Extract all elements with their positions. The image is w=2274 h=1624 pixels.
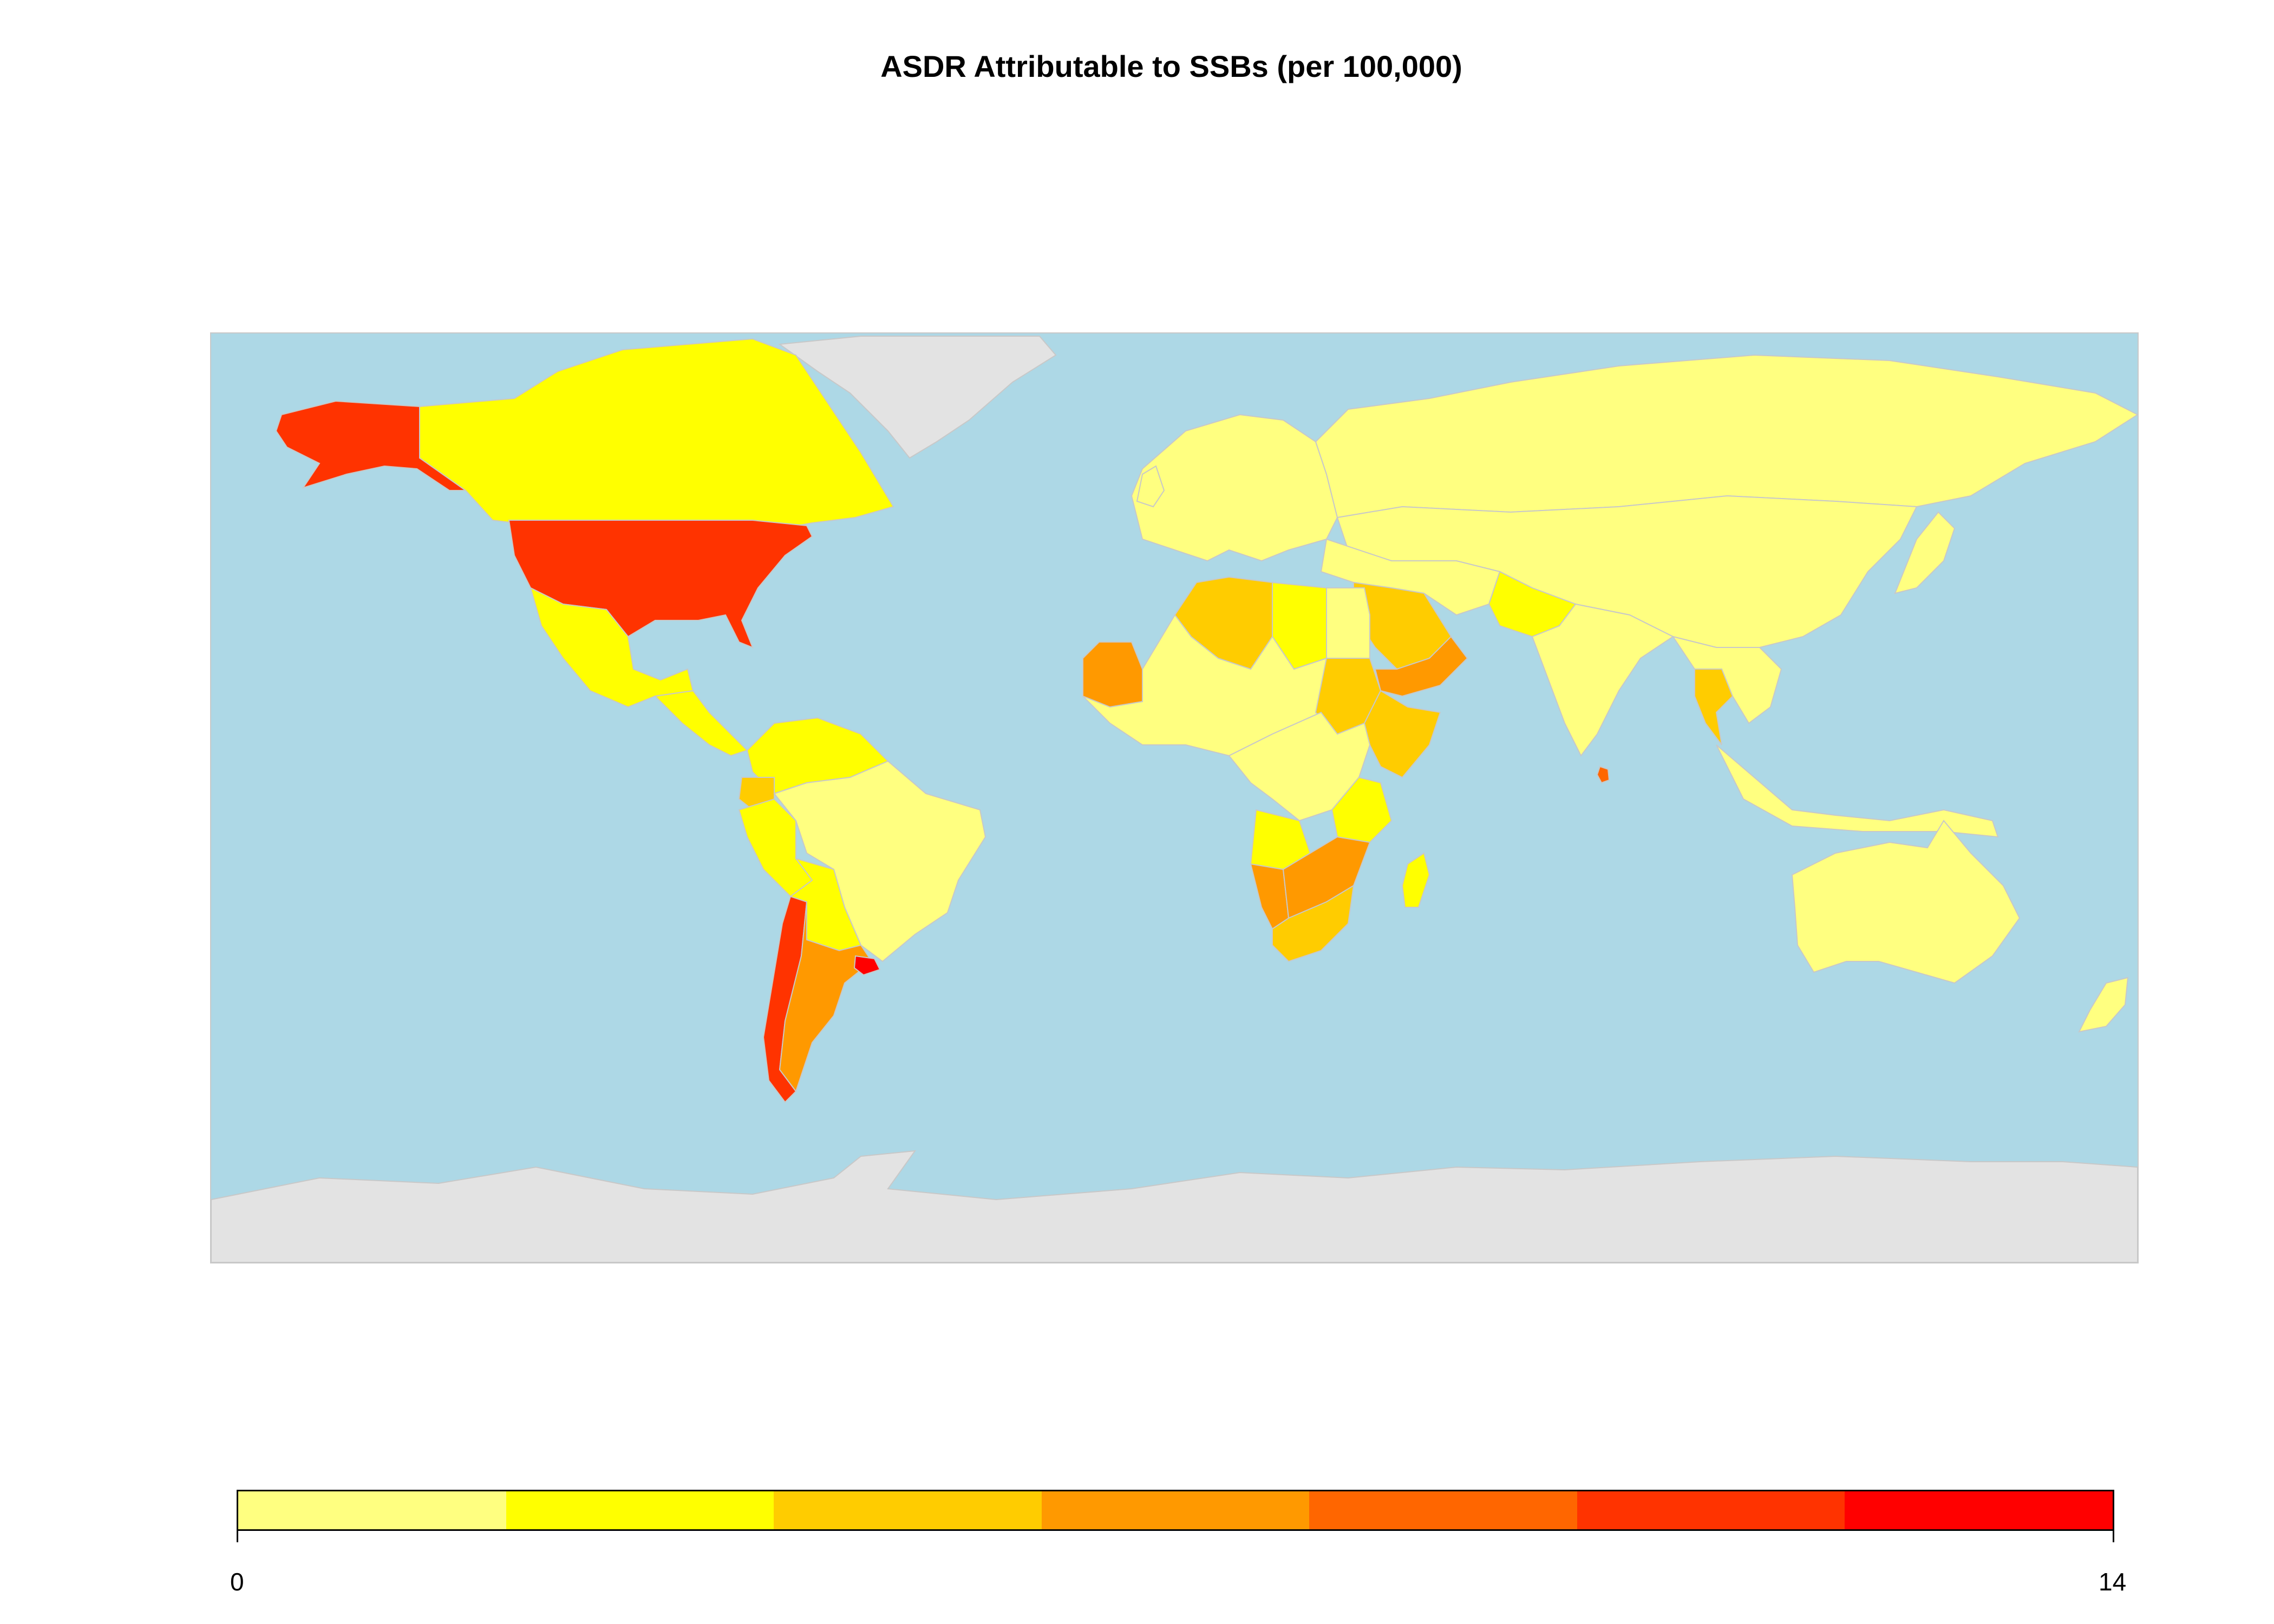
region-indonesia — [1716, 744, 1999, 838]
region-egypt — [1326, 587, 1370, 659]
region-sri-lanka — [1596, 765, 1610, 784]
region-greenland — [778, 336, 1057, 459]
legend-bin-1 — [506, 1491, 774, 1529]
region-mexico — [530, 587, 694, 708]
region-central-africa — [1228, 711, 1371, 822]
region-japan — [1894, 511, 1956, 594]
legend-bin-0 — [238, 1491, 506, 1529]
region-europe — [1131, 414, 1338, 562]
region-new-zealand — [2078, 977, 2129, 1033]
legend-tick-max — [2113, 1529, 2114, 1542]
legend-min-label: 0 — [230, 1568, 244, 1596]
region-brazil — [773, 760, 986, 962]
region-uk — [1136, 465, 1165, 508]
legend-bin-6 — [1845, 1491, 2113, 1529]
region-ethiopia-somalia — [1363, 690, 1441, 778]
region-antarctica — [211, 1150, 2138, 1262]
region-yemen-oman — [1374, 636, 1468, 697]
region-south-africa — [1272, 885, 1355, 962]
world-map — [210, 332, 2139, 1263]
region-australia — [1791, 820, 2021, 984]
legend-tick-min — [237, 1529, 238, 1542]
region-southeast-asia — [1671, 636, 1782, 724]
legend-max-label: 14 — [2099, 1568, 2127, 1596]
region-uruguay — [853, 955, 881, 976]
region-canada — [419, 338, 894, 534]
legend-bin-2 — [774, 1491, 1042, 1529]
region-argentina — [779, 901, 873, 1093]
legend-bin-3 — [1041, 1491, 1310, 1529]
legend-bin-4 — [1309, 1491, 1577, 1529]
map-title: ASDR Attributable to SSBs (per 100,000) — [880, 49, 1462, 83]
color-legend — [237, 1490, 2114, 1531]
region-middle-east — [1320, 538, 1501, 616]
region-mauritania — [1082, 641, 1143, 708]
region-madagascar — [1401, 852, 1430, 908]
legend-bin-5 — [1577, 1491, 1845, 1529]
region-india — [1531, 603, 1674, 757]
